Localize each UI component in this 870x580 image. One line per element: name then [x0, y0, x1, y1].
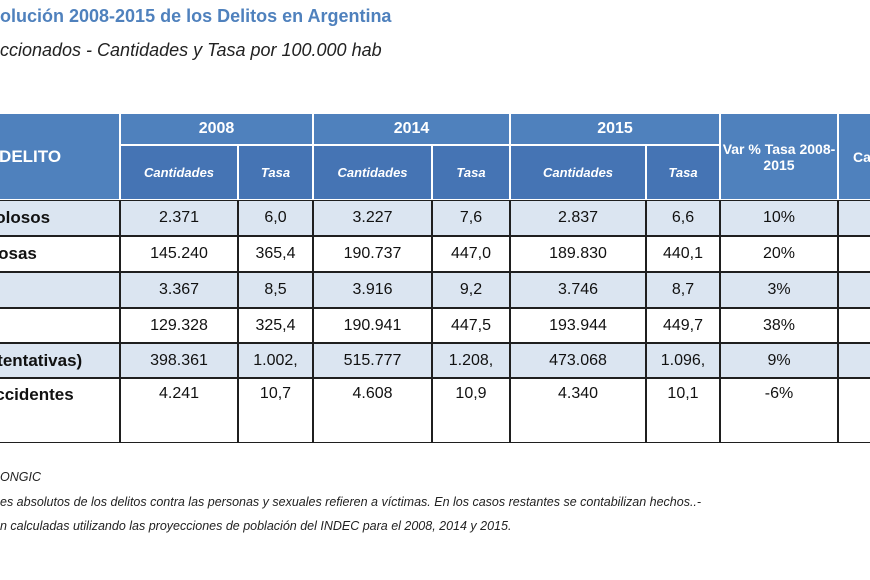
data-cell: 193.944	[510, 308, 646, 343]
data-cell: 10,7	[238, 378, 313, 443]
data-cell: 3.916	[313, 272, 432, 308]
year-header: 2008	[120, 113, 313, 145]
cell	[838, 343, 870, 378]
data-cell: 9%	[720, 343, 838, 378]
data-cell: 6,0	[238, 200, 313, 236]
data-cell: 9,2	[432, 272, 510, 308]
data-cell: 325,4	[238, 308, 313, 343]
cell	[838, 378, 870, 443]
data-cell: 189.830	[510, 236, 646, 272]
data-cell: 20%	[720, 236, 838, 272]
data-cell: 1.002,	[238, 343, 313, 378]
data-cell: 1.208,	[432, 343, 510, 378]
source: ONGIC	[0, 470, 41, 484]
data-cell: 10%	[720, 200, 838, 236]
data-cell: 8,5	[238, 272, 313, 308]
data-cell: 3.367	[120, 272, 238, 308]
data-cell: 7,6	[432, 200, 510, 236]
sub-header: Tasa	[238, 145, 313, 200]
data-cell: 190.737	[313, 236, 432, 272]
cell	[838, 236, 870, 272]
note: es absolutos de los delitos contra las p…	[0, 495, 702, 509]
data-cell: 449,7	[646, 308, 720, 343]
data-cell: 398.361	[120, 343, 238, 378]
data-cell: 145.240	[120, 236, 238, 272]
subtitle: ccionados - Cantidades y Tasa por 100.00…	[0, 40, 382, 60]
row-label: olosas	[0, 236, 120, 272]
data-cell: 190.941	[313, 308, 432, 343]
data-cell: 2.837	[510, 200, 646, 236]
year-header: 2015	[510, 113, 720, 145]
sub-header: Tasa	[646, 145, 720, 200]
row-label: e tentativas)	[0, 343, 120, 378]
row-label: Dolosos	[0, 200, 120, 236]
data-cell: -6%	[720, 378, 838, 443]
sub-header: Cantidades	[313, 145, 432, 200]
cell	[838, 272, 870, 308]
data-cell: 3.746	[510, 272, 646, 308]
row-label	[0, 272, 120, 308]
data-cell: 3%	[720, 272, 838, 308]
title: olución 2008-2015 de los Delitos en Arge…	[0, 6, 392, 26]
data-cell: 4.340	[510, 378, 646, 443]
data-cell: 440,1	[646, 236, 720, 272]
data-cell: 38%	[720, 308, 838, 343]
data-cell: 2.371	[120, 200, 238, 236]
row-label	[0, 308, 120, 343]
data-cell: 447,5	[432, 308, 510, 343]
header-cell: Var % Tasa 2008-2015	[720, 113, 838, 200]
cell	[838, 308, 870, 343]
data-cell: 10,1	[646, 378, 720, 443]
sub-header: Cantidades	[120, 145, 238, 200]
data-cell: 1.096,	[646, 343, 720, 378]
data-cell: 4.241	[120, 378, 238, 443]
data-cell: 473.068	[510, 343, 646, 378]
data-cell: 4.608	[313, 378, 432, 443]
cell	[838, 200, 870, 236]
header-cell: Ca 20	[838, 113, 870, 200]
data-cell: 10,9	[432, 378, 510, 443]
header-cell: E DELITO	[0, 113, 120, 200]
data-cell: 365,4	[238, 236, 313, 272]
row-label: Accidentes	[0, 378, 120, 443]
data-cell: 3.227	[313, 200, 432, 236]
data-cell: 515.777	[313, 343, 432, 378]
data-cell: 447,0	[432, 236, 510, 272]
note: n calculadas utilizando las proyecciones…	[0, 519, 512, 533]
data-cell: 129.328	[120, 308, 238, 343]
data-cell: 6,6	[646, 200, 720, 236]
sub-header: Cantidades	[510, 145, 646, 200]
sub-header: Tasa	[432, 145, 510, 200]
year-header: 2014	[313, 113, 510, 145]
data-cell: 8,7	[646, 272, 720, 308]
